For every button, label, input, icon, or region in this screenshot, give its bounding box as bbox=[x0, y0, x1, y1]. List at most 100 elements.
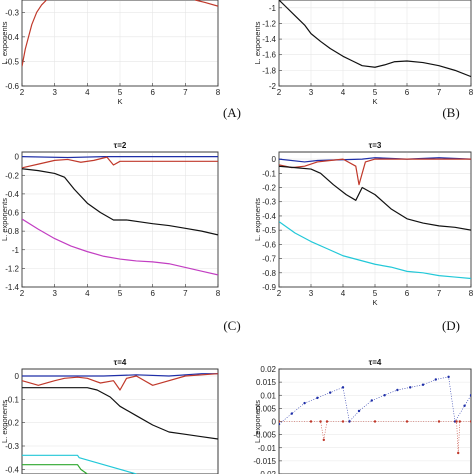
x-axis-label: K bbox=[372, 97, 377, 106]
y-tick-label: -0.7 bbox=[262, 255, 276, 264]
data-point bbox=[341, 420, 345, 423]
series-group bbox=[279, 157, 471, 280]
panel-caption: (C) bbox=[223, 318, 240, 333]
y-tick-label: -0.3 bbox=[262, 198, 276, 207]
y-tick-label: 0 bbox=[272, 418, 277, 427]
y-axis-label: L. exponents bbox=[0, 400, 9, 443]
panel-6: 0.02 0.015 0.01 0.005 0 -0.005 -0.01 -0.015 -0.0… bbox=[253, 358, 472, 474]
y-tick-label: -0.015 bbox=[253, 457, 276, 466]
panel-2: -1 -1.2 -1.4 -1.6 -1.8 -22 3 4 5 6 7 8 L. exponents K… bbox=[253, 0, 474, 120]
y-tick-label: 0 bbox=[15, 372, 20, 381]
y-tick-label: -0.4 bbox=[262, 212, 276, 221]
y-tick-label: -0.8 bbox=[262, 269, 276, 278]
panel-title: τ=4 bbox=[369, 358, 382, 367]
series-line bbox=[22, 464, 88, 474]
x-tick-label: 5 bbox=[118, 88, 123, 97]
y-tick-label: -0.2 bbox=[5, 171, 19, 180]
y-tick-label: -0.01 bbox=[258, 444, 277, 453]
y-tick-label: 0.005 bbox=[256, 404, 277, 413]
y-tick-label: -1.6 bbox=[262, 51, 276, 60]
series-line bbox=[279, 0, 471, 78]
series-line bbox=[22, 156, 218, 159]
x-tick-label: 3 bbox=[309, 88, 314, 97]
x-tick-label: 2 bbox=[20, 289, 25, 298]
data-point bbox=[341, 386, 345, 389]
x-tick-label: 3 bbox=[309, 289, 314, 298]
y-tick-label: -0.6 bbox=[5, 209, 19, 218]
y-axis-label: L. exponents bbox=[253, 21, 262, 64]
x-tick-label: 6 bbox=[405, 289, 410, 298]
data-point bbox=[383, 394, 386, 397]
series-line bbox=[22, 454, 137, 474]
y-tick-label: -2 bbox=[269, 82, 277, 91]
x-tick-label: 6 bbox=[150, 88, 155, 97]
x-tick-label: 3 bbox=[52, 289, 57, 298]
data-point bbox=[373, 420, 377, 423]
panel-4: 0 -0.1 -0.2 -0.3 -0.4 -0.5 -0.6 -0.7 -0.8 -0.92 3 4… bbox=[253, 141, 474, 333]
y-tick-label: -0.02 bbox=[258, 470, 277, 474]
data-point bbox=[458, 420, 461, 423]
series-line bbox=[22, 156, 218, 169]
series-line bbox=[279, 221, 471, 280]
y-tick-label: -1.2 bbox=[262, 19, 276, 28]
x-tick-label: 6 bbox=[405, 88, 410, 97]
x-tick-label: 4 bbox=[85, 289, 90, 298]
series-line bbox=[279, 158, 471, 186]
panel-caption: (A) bbox=[223, 105, 241, 120]
data-point bbox=[455, 420, 458, 423]
y-axis-label: L. exponents bbox=[253, 198, 262, 241]
y-tick-label: -0.4 bbox=[5, 465, 19, 474]
y-tick-label: -0.6 bbox=[5, 82, 19, 91]
panel-1: -0.3 -0.4 -0.5 -0.62 3 4 5 6 7 8 L. exponents K (A) bbox=[0, 0, 241, 120]
plot-frame bbox=[278, 151, 472, 288]
y-tick-label: -1.4 bbox=[5, 283, 19, 292]
y-tick-label: 0.01 bbox=[260, 391, 276, 400]
plot-area bbox=[21, 368, 219, 474]
y-axis-label: L. exponents bbox=[253, 400, 262, 443]
panel-5: 0 -0.1 -0.2 -0.3 -0.4 τ=4 L. exponents bbox=[0, 358, 219, 474]
x-tick-label: 7 bbox=[437, 289, 442, 298]
x-tick-label: 3 bbox=[52, 88, 57, 97]
y-tick-label: -0.005 bbox=[253, 431, 276, 440]
y-tick-label: -1.8 bbox=[262, 66, 276, 75]
data-point bbox=[421, 383, 425, 386]
y-tick-label: -0.4 bbox=[5, 33, 19, 42]
y-tick-label: 0 bbox=[272, 155, 277, 164]
y-tick-label: -0.1 bbox=[262, 169, 276, 178]
series-line bbox=[22, 168, 218, 236]
x-tick-label: 7 bbox=[183, 289, 188, 298]
y-axis-label: L. exponents bbox=[0, 21, 9, 64]
x-tick-label: 8 bbox=[216, 88, 221, 97]
series-line bbox=[22, 387, 218, 440]
y-tick-label: -1 bbox=[269, 4, 277, 13]
y-tick-label: -1 bbox=[12, 246, 20, 255]
x-tick-label: 7 bbox=[437, 88, 442, 97]
y-tick-label: -0.3 bbox=[5, 8, 19, 17]
y-tick-label: -0.2 bbox=[262, 184, 276, 193]
series-line bbox=[279, 165, 471, 231]
x-tick-label: 6 bbox=[150, 289, 155, 298]
x-tick-label: 2 bbox=[277, 88, 282, 97]
y-tick-label: -0.2 bbox=[5, 419, 19, 428]
x-tick-label: 8 bbox=[469, 289, 474, 298]
y-tick-label: -0.4 bbox=[5, 190, 19, 199]
y-tick-label: -0.6 bbox=[262, 240, 276, 249]
x-tick-label: 7 bbox=[183, 88, 188, 97]
y-tick-label: 0.02 bbox=[260, 365, 276, 374]
data-point bbox=[316, 396, 319, 400]
data-point bbox=[405, 420, 409, 423]
y-axis-label: L. exponents bbox=[0, 198, 9, 241]
x-tick-label: 4 bbox=[341, 289, 346, 298]
panel-title: τ=4 bbox=[114, 358, 127, 367]
x-tick-label: 8 bbox=[216, 289, 221, 298]
y-tick-label: -1.2 bbox=[5, 264, 19, 273]
series-line bbox=[22, 373, 218, 391]
y-tick-label: -1.4 bbox=[262, 35, 276, 44]
x-tick-label: 5 bbox=[118, 289, 123, 298]
series-group bbox=[22, 373, 218, 474]
x-tick-label: 2 bbox=[20, 88, 25, 97]
y-tick-label: 0 bbox=[15, 153, 20, 162]
series-line bbox=[279, 157, 471, 163]
x-tick-label: 2 bbox=[277, 289, 282, 298]
